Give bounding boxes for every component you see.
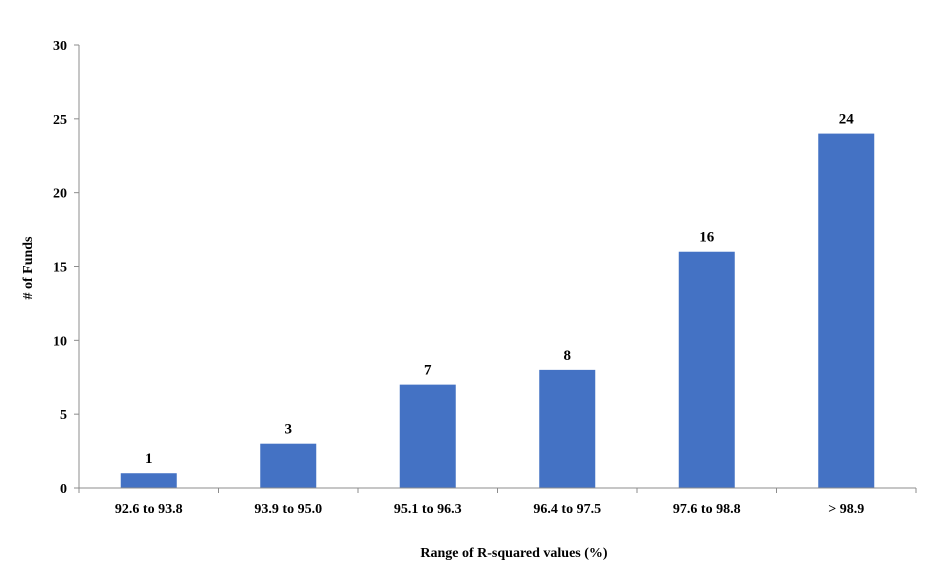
y-tick-label: 5: [60, 408, 67, 423]
bar: [120, 473, 177, 488]
bar-value-label: 24: [839, 112, 855, 128]
y-tick-label: 30: [53, 39, 67, 54]
x-category-label: 96.4 to 97.5: [533, 502, 601, 517]
y-axis-title: # of Funds: [21, 236, 36, 300]
bars-group: [120, 133, 875, 488]
bar: [260, 443, 317, 488]
bar-value-label: 3: [285, 422, 293, 438]
x-category-label: 93.9 to 95.0: [254, 502, 322, 517]
bar: [678, 251, 735, 488]
bar: [818, 133, 875, 488]
bar-value-label: 16: [699, 230, 715, 246]
bar: [399, 384, 456, 488]
bar: [539, 369, 596, 488]
y-axis-ticks: 0 5 10 15 20 25 30: [53, 39, 79, 497]
x-category-label: 92.6 to 93.8: [115, 502, 183, 517]
x-axis-labels: 92.6 to 93.8 93.9 to 95.0 95.1 to 96.3 96.4…: [78, 488, 917, 517]
y-tick-label: 25: [53, 113, 67, 128]
bar-value-label: 7: [424, 363, 432, 379]
x-category-label: 95.1 to 96.3: [394, 502, 462, 517]
y-tick-label: 10: [53, 334, 67, 349]
x-category-label: 97.6 to 98.8: [673, 502, 741, 517]
y-tick-label: 0: [60, 482, 67, 497]
bar-value-label: 1: [145, 451, 153, 467]
y-tick-label: 20: [53, 187, 67, 202]
x-axis-title: Range of R-squared values (%): [420, 546, 608, 561]
bar-value-label: 8: [564, 348, 572, 364]
y-tick-label: 15: [53, 261, 67, 276]
data-labels-group: 1 3 7 8 16 24: [145, 112, 854, 468]
x-category-label: > 98.9: [828, 502, 864, 517]
